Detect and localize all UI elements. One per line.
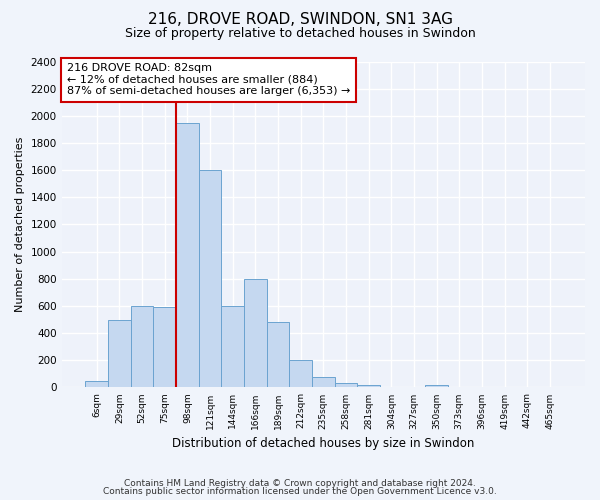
Text: Contains public sector information licensed under the Open Government Licence v3: Contains public sector information licen… xyxy=(103,487,497,496)
Text: 216 DROVE ROAD: 82sqm
← 12% of detached houses are smaller (884)
87% of semi-det: 216 DROVE ROAD: 82sqm ← 12% of detached … xyxy=(67,63,350,96)
Bar xyxy=(199,170,221,388)
Text: Contains HM Land Registry data © Crown copyright and database right 2024.: Contains HM Land Registry data © Crown c… xyxy=(124,478,476,488)
Text: 216, DROVE ROAD, SWINDON, SN1 3AG: 216, DROVE ROAD, SWINDON, SN1 3AG xyxy=(148,12,452,28)
Bar xyxy=(176,122,199,388)
Text: Size of property relative to detached houses in Swindon: Size of property relative to detached ho… xyxy=(125,28,475,40)
Bar xyxy=(335,384,358,388)
Bar xyxy=(154,308,176,388)
Bar xyxy=(85,380,108,388)
Bar xyxy=(108,320,131,388)
Bar xyxy=(131,306,154,388)
Bar xyxy=(425,384,448,388)
Bar xyxy=(289,360,312,388)
Bar xyxy=(244,279,266,388)
Bar xyxy=(266,322,289,388)
X-axis label: Distribution of detached houses by size in Swindon: Distribution of detached houses by size … xyxy=(172,437,475,450)
Y-axis label: Number of detached properties: Number of detached properties xyxy=(15,137,25,312)
Bar xyxy=(221,306,244,388)
Bar xyxy=(312,376,335,388)
Bar xyxy=(358,384,380,388)
